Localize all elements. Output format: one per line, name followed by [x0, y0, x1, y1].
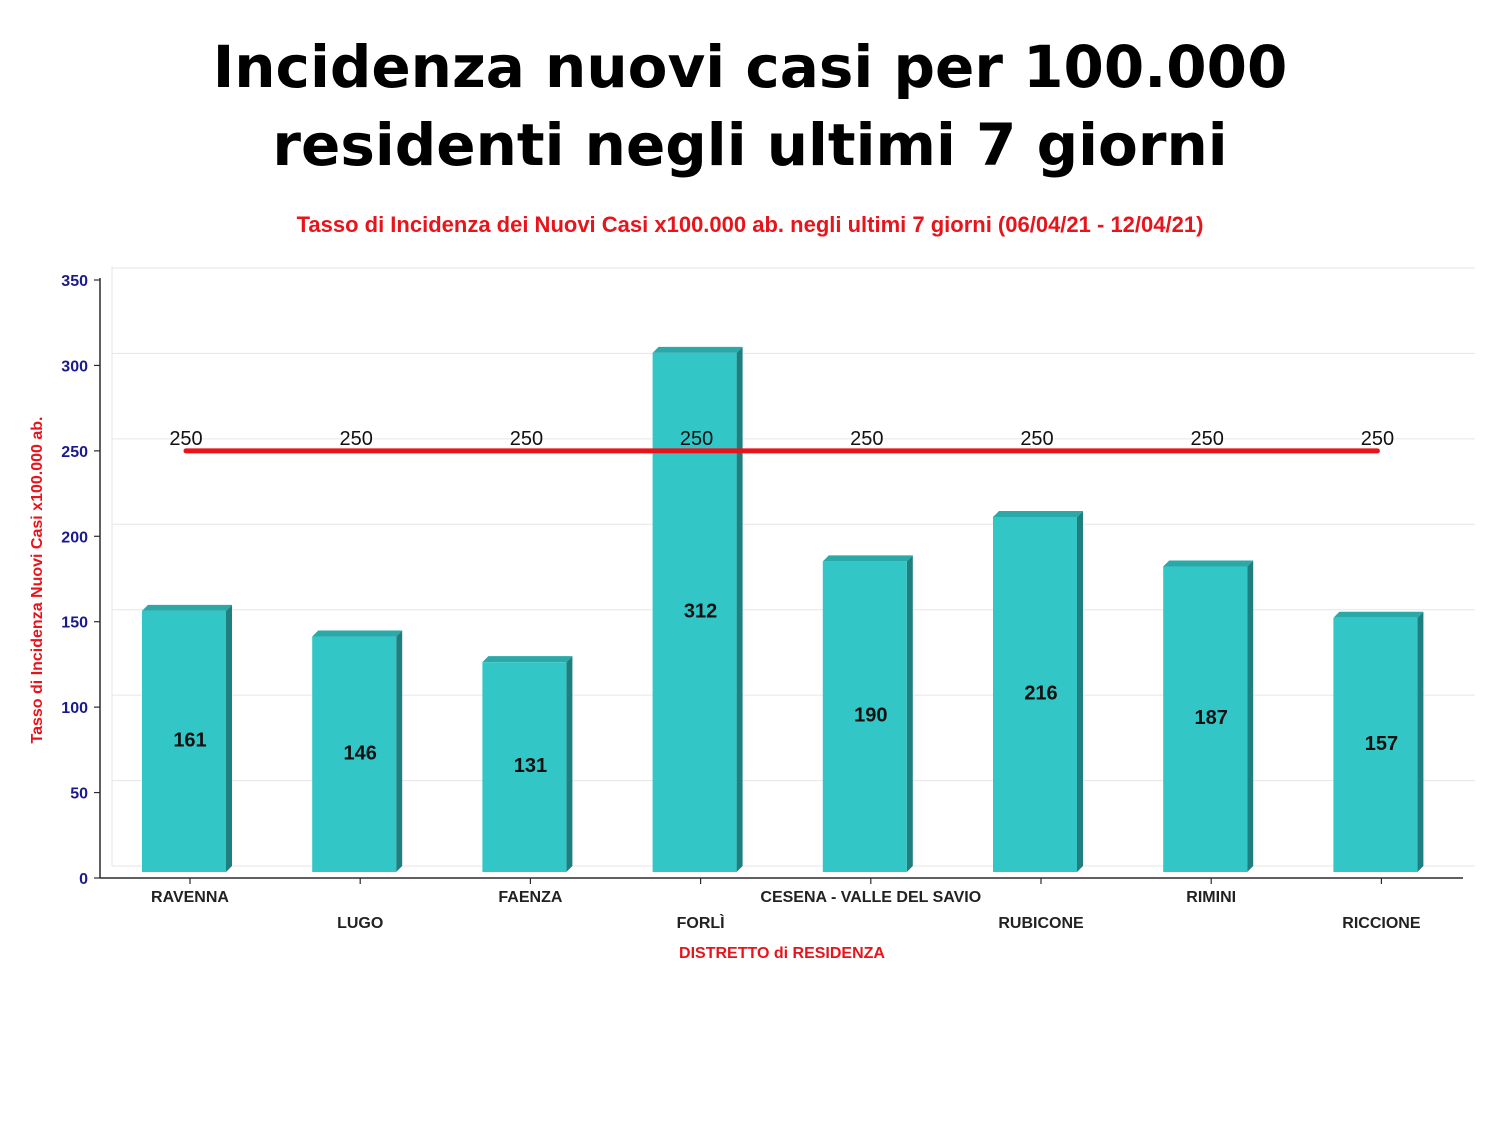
- bar: [993, 516, 1077, 872]
- bar-side: [396, 630, 403, 872]
- threshold-value-label: 250: [169, 428, 202, 450]
- x-category-label: FORLÌ: [677, 913, 725, 932]
- x-category-label: CESENA - VALLE DEL SAVIO: [760, 889, 981, 906]
- x-category-label: LUGO: [337, 915, 383, 932]
- bar-top: [312, 630, 403, 637]
- bar-value-label: 157: [1365, 733, 1398, 755]
- x-category-label: FAENZA: [498, 889, 562, 906]
- slide-title-line-1: Incidenza nuovi casi per 100.000: [212, 33, 1288, 101]
- bar-value-label: 161: [173, 729, 206, 751]
- bar: [1333, 617, 1418, 872]
- y-tick-label: 150: [61, 615, 88, 632]
- threshold-value-label: 250: [1191, 428, 1224, 450]
- bar-side: [906, 555, 913, 872]
- bar-value-label: 216: [1024, 682, 1057, 704]
- bar-value-label: 187: [1195, 707, 1228, 729]
- y-axis-title: Tasso di Incidenza Nuovi Casi x100.000 a…: [29, 417, 46, 744]
- x-axis-title: DISTRETTO di RESIDENZA: [679, 945, 885, 962]
- threshold-value-label: 250: [850, 428, 883, 450]
- bar-value-label: 190: [854, 705, 887, 727]
- y-tick-label: 250: [61, 444, 88, 461]
- bar-value-label: 146: [344, 742, 377, 764]
- bar-top: [142, 604, 232, 611]
- bar-top: [482, 656, 573, 663]
- y-tick-label: 350: [61, 273, 88, 290]
- bar: [482, 662, 567, 872]
- x-category-label: RICCIONE: [1342, 915, 1421, 932]
- bar: [822, 561, 907, 872]
- slide-title-line-2: residenti negli ultimi 7 giorni: [272, 111, 1228, 179]
- bar-top: [652, 346, 743, 353]
- threshold-value-label: 250: [340, 428, 373, 450]
- bar-side: [566, 656, 573, 872]
- y-tick-label: 300: [61, 358, 88, 375]
- y-tick-label: 0: [79, 871, 88, 888]
- bar-value-label: 312: [684, 600, 717, 622]
- bar-top: [1333, 611, 1424, 618]
- bar: [142, 610, 226, 872]
- bar-top: [1163, 560, 1254, 567]
- bar-side: [736, 346, 743, 872]
- y-tick-label: 100: [61, 700, 88, 717]
- bar-side: [1247, 560, 1254, 872]
- bar-value-label: 131: [514, 755, 547, 777]
- bar: [1163, 566, 1248, 872]
- y-tick-label: 50: [70, 786, 88, 803]
- y-tick-label: 200: [61, 529, 88, 546]
- bar-top: [993, 510, 1083, 517]
- bar-side: [1077, 510, 1083, 872]
- bar-side: [226, 604, 232, 872]
- threshold-value-label: 250: [1361, 428, 1394, 450]
- x-category-label: RIMINI: [1186, 889, 1236, 906]
- chart-title: Tasso di Incidenza dei Nuovi Casi x100.0…: [296, 212, 1204, 237]
- bar: [652, 352, 737, 872]
- x-category-label: RAVENNA: [151, 889, 229, 906]
- x-category-label: RUBICONE: [998, 915, 1084, 932]
- bar-side: [1417, 611, 1424, 872]
- threshold-value-label: 250: [510, 428, 543, 450]
- bar-top: [822, 555, 913, 562]
- threshold-value-label: 250: [680, 428, 713, 450]
- threshold-value-label: 250: [1020, 428, 1053, 450]
- bar: [312, 636, 397, 872]
- slide-title: Incidenza nuovi casi per 100.000 residen…: [0, 28, 1500, 184]
